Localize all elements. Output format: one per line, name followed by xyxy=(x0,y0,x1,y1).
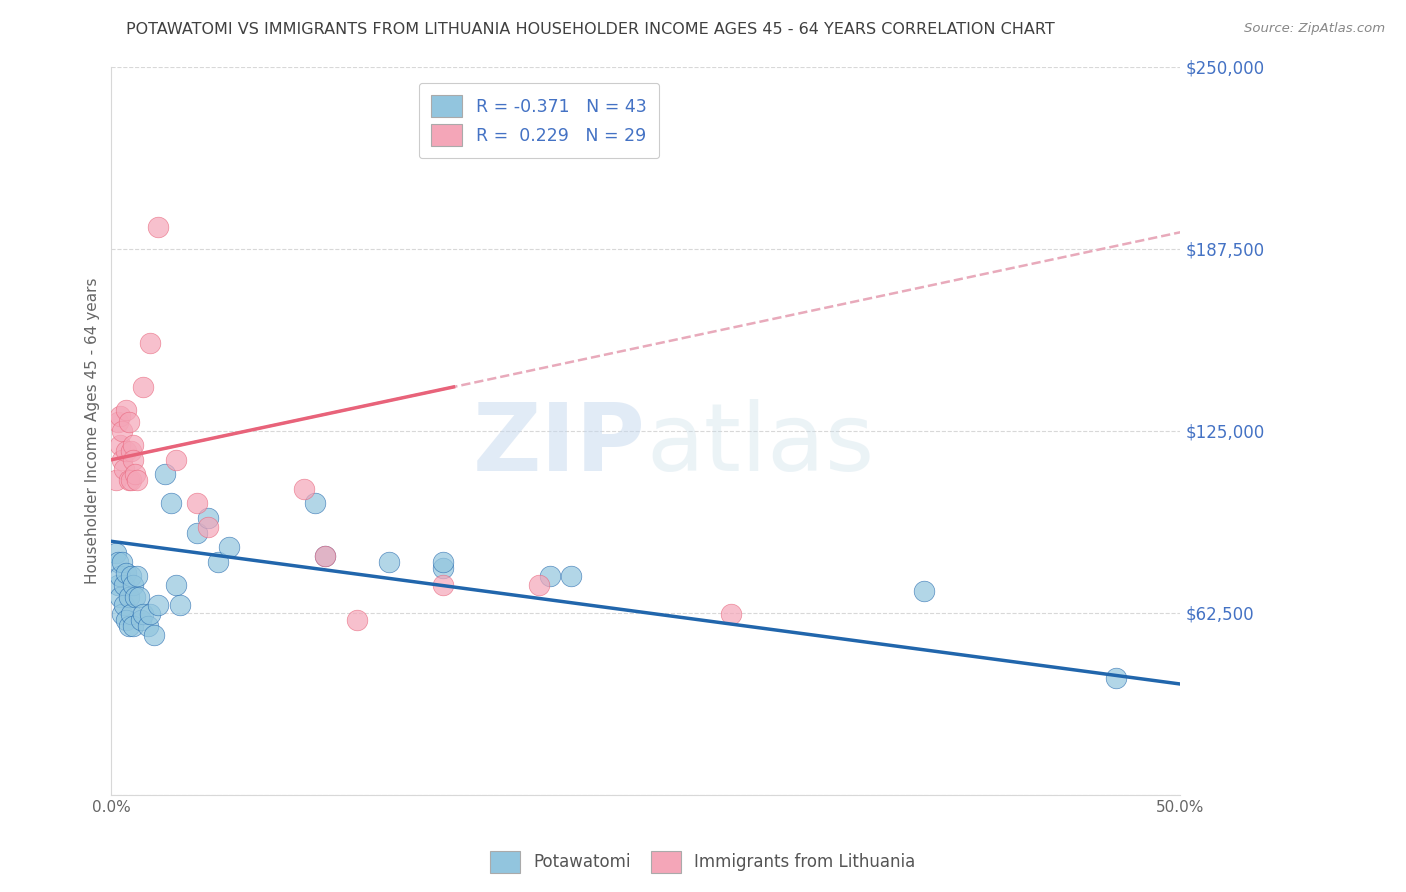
Point xyxy=(165,452,187,467)
Point xyxy=(115,403,138,417)
Point xyxy=(120,444,142,458)
Point xyxy=(153,467,176,482)
Point xyxy=(148,599,170,613)
Point xyxy=(139,336,162,351)
Point xyxy=(111,424,134,438)
Y-axis label: Householder Income Ages 45 - 64 years: Householder Income Ages 45 - 64 years xyxy=(86,277,100,584)
Text: ZIP: ZIP xyxy=(472,400,645,491)
Point xyxy=(104,473,127,487)
Point xyxy=(112,461,135,475)
Point xyxy=(432,560,454,574)
Point xyxy=(292,482,315,496)
Point xyxy=(169,599,191,613)
Point xyxy=(124,590,146,604)
Point xyxy=(121,438,143,452)
Point xyxy=(1105,671,1128,685)
Point xyxy=(120,473,142,487)
Point xyxy=(115,444,138,458)
Point xyxy=(121,452,143,467)
Point xyxy=(104,546,127,560)
Point xyxy=(314,549,336,563)
Text: Source: ZipAtlas.com: Source: ZipAtlas.com xyxy=(1244,22,1385,36)
Point xyxy=(186,525,208,540)
Text: POTAWATOMI VS IMMIGRANTS FROM LITHUANIA HOUSEHOLDER INCOME AGES 45 - 64 YEARS CO: POTAWATOMI VS IMMIGRANTS FROM LITHUANIA … xyxy=(127,22,1054,37)
Point xyxy=(314,549,336,563)
Point xyxy=(538,569,561,583)
Point xyxy=(218,540,240,554)
Point xyxy=(117,619,139,633)
Legend: Potawatomi, Immigrants from Lithuania: Potawatomi, Immigrants from Lithuania xyxy=(484,845,922,880)
Point xyxy=(128,590,150,604)
Legend: R = -0.371   N = 43, R =  0.229   N = 29: R = -0.371 N = 43, R = 0.229 N = 29 xyxy=(419,83,659,159)
Point xyxy=(132,380,155,394)
Point xyxy=(160,496,183,510)
Point xyxy=(125,569,148,583)
Point xyxy=(912,583,935,598)
Point xyxy=(117,473,139,487)
Point xyxy=(108,590,131,604)
Point xyxy=(112,578,135,592)
Point xyxy=(107,415,129,429)
Point xyxy=(132,607,155,621)
Point xyxy=(108,569,131,583)
Point xyxy=(432,578,454,592)
Point xyxy=(197,520,219,534)
Point xyxy=(117,590,139,604)
Point xyxy=(112,599,135,613)
Point xyxy=(560,569,582,583)
Point xyxy=(378,555,401,569)
Point xyxy=(197,511,219,525)
Point xyxy=(139,607,162,621)
Point xyxy=(165,578,187,592)
Point xyxy=(120,607,142,621)
Point xyxy=(143,627,166,641)
Point xyxy=(304,496,326,510)
Point xyxy=(117,415,139,429)
Point xyxy=(120,569,142,583)
Point xyxy=(125,473,148,487)
Point xyxy=(124,467,146,482)
Point xyxy=(111,607,134,621)
Point xyxy=(720,607,742,621)
Point xyxy=(121,619,143,633)
Text: atlas: atlas xyxy=(645,400,875,491)
Point xyxy=(346,613,368,627)
Point xyxy=(108,438,131,452)
Point xyxy=(115,613,138,627)
Point xyxy=(121,578,143,592)
Point xyxy=(108,409,131,423)
Point xyxy=(111,555,134,569)
Point xyxy=(111,452,134,467)
Point xyxy=(207,555,229,569)
Point xyxy=(432,555,454,569)
Point xyxy=(136,619,159,633)
Point xyxy=(131,613,153,627)
Point xyxy=(527,578,550,592)
Point xyxy=(148,219,170,234)
Point xyxy=(115,566,138,581)
Point xyxy=(107,578,129,592)
Point xyxy=(107,555,129,569)
Point xyxy=(186,496,208,510)
